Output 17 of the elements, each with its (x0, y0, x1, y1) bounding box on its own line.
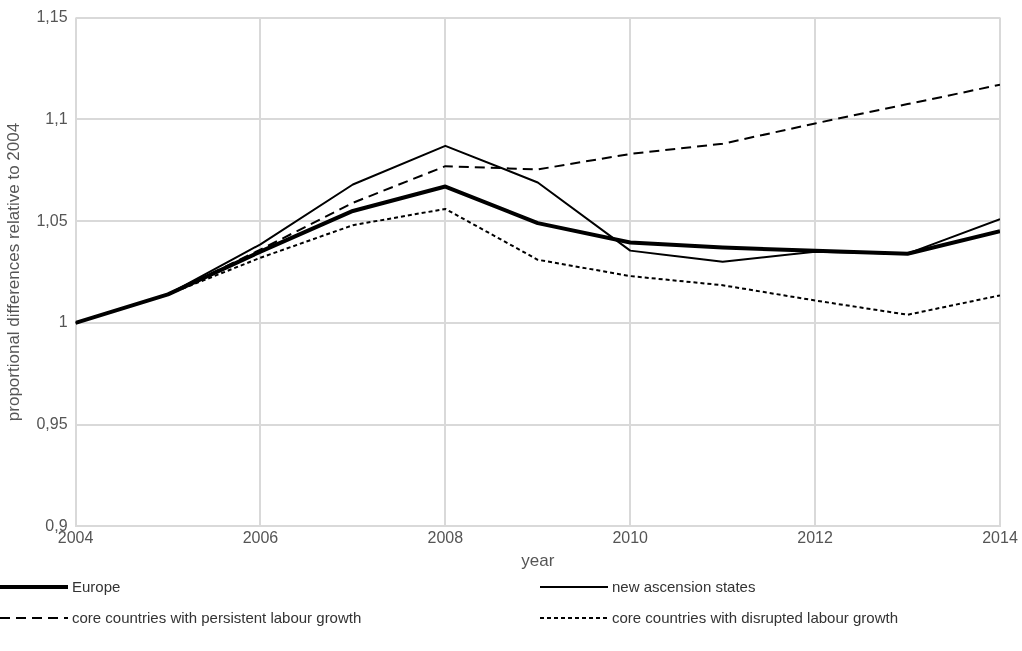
legend-label: core countries with persistent labour growth (72, 609, 362, 626)
y-axis-title: proportional differences relative to 2004 (3, 122, 23, 422)
y-tick-label: 1,15 (36, 8, 68, 26)
legend-label: core countries with disrupted labour growth (612, 609, 898, 626)
y-tick-label: 0,9 (45, 516, 68, 534)
x-tick-label: 2008 (427, 529, 464, 547)
x-tick-label: 2014 (982, 529, 1018, 547)
legend-label: new ascension states (612, 578, 756, 595)
legend-label: Europe (72, 578, 121, 595)
y-tick-label: 1 (58, 313, 68, 331)
x-tick-label: 2012 (797, 529, 834, 547)
x-axis-title: year (521, 551, 555, 571)
x-tick-label: 2006 (242, 529, 279, 547)
y-tick-label: 1,1 (45, 109, 68, 127)
y-tick-label: 1,05 (36, 211, 68, 229)
y-tick-label: 0,95 (36, 415, 68, 433)
x-tick-label: 2010 (612, 529, 649, 547)
